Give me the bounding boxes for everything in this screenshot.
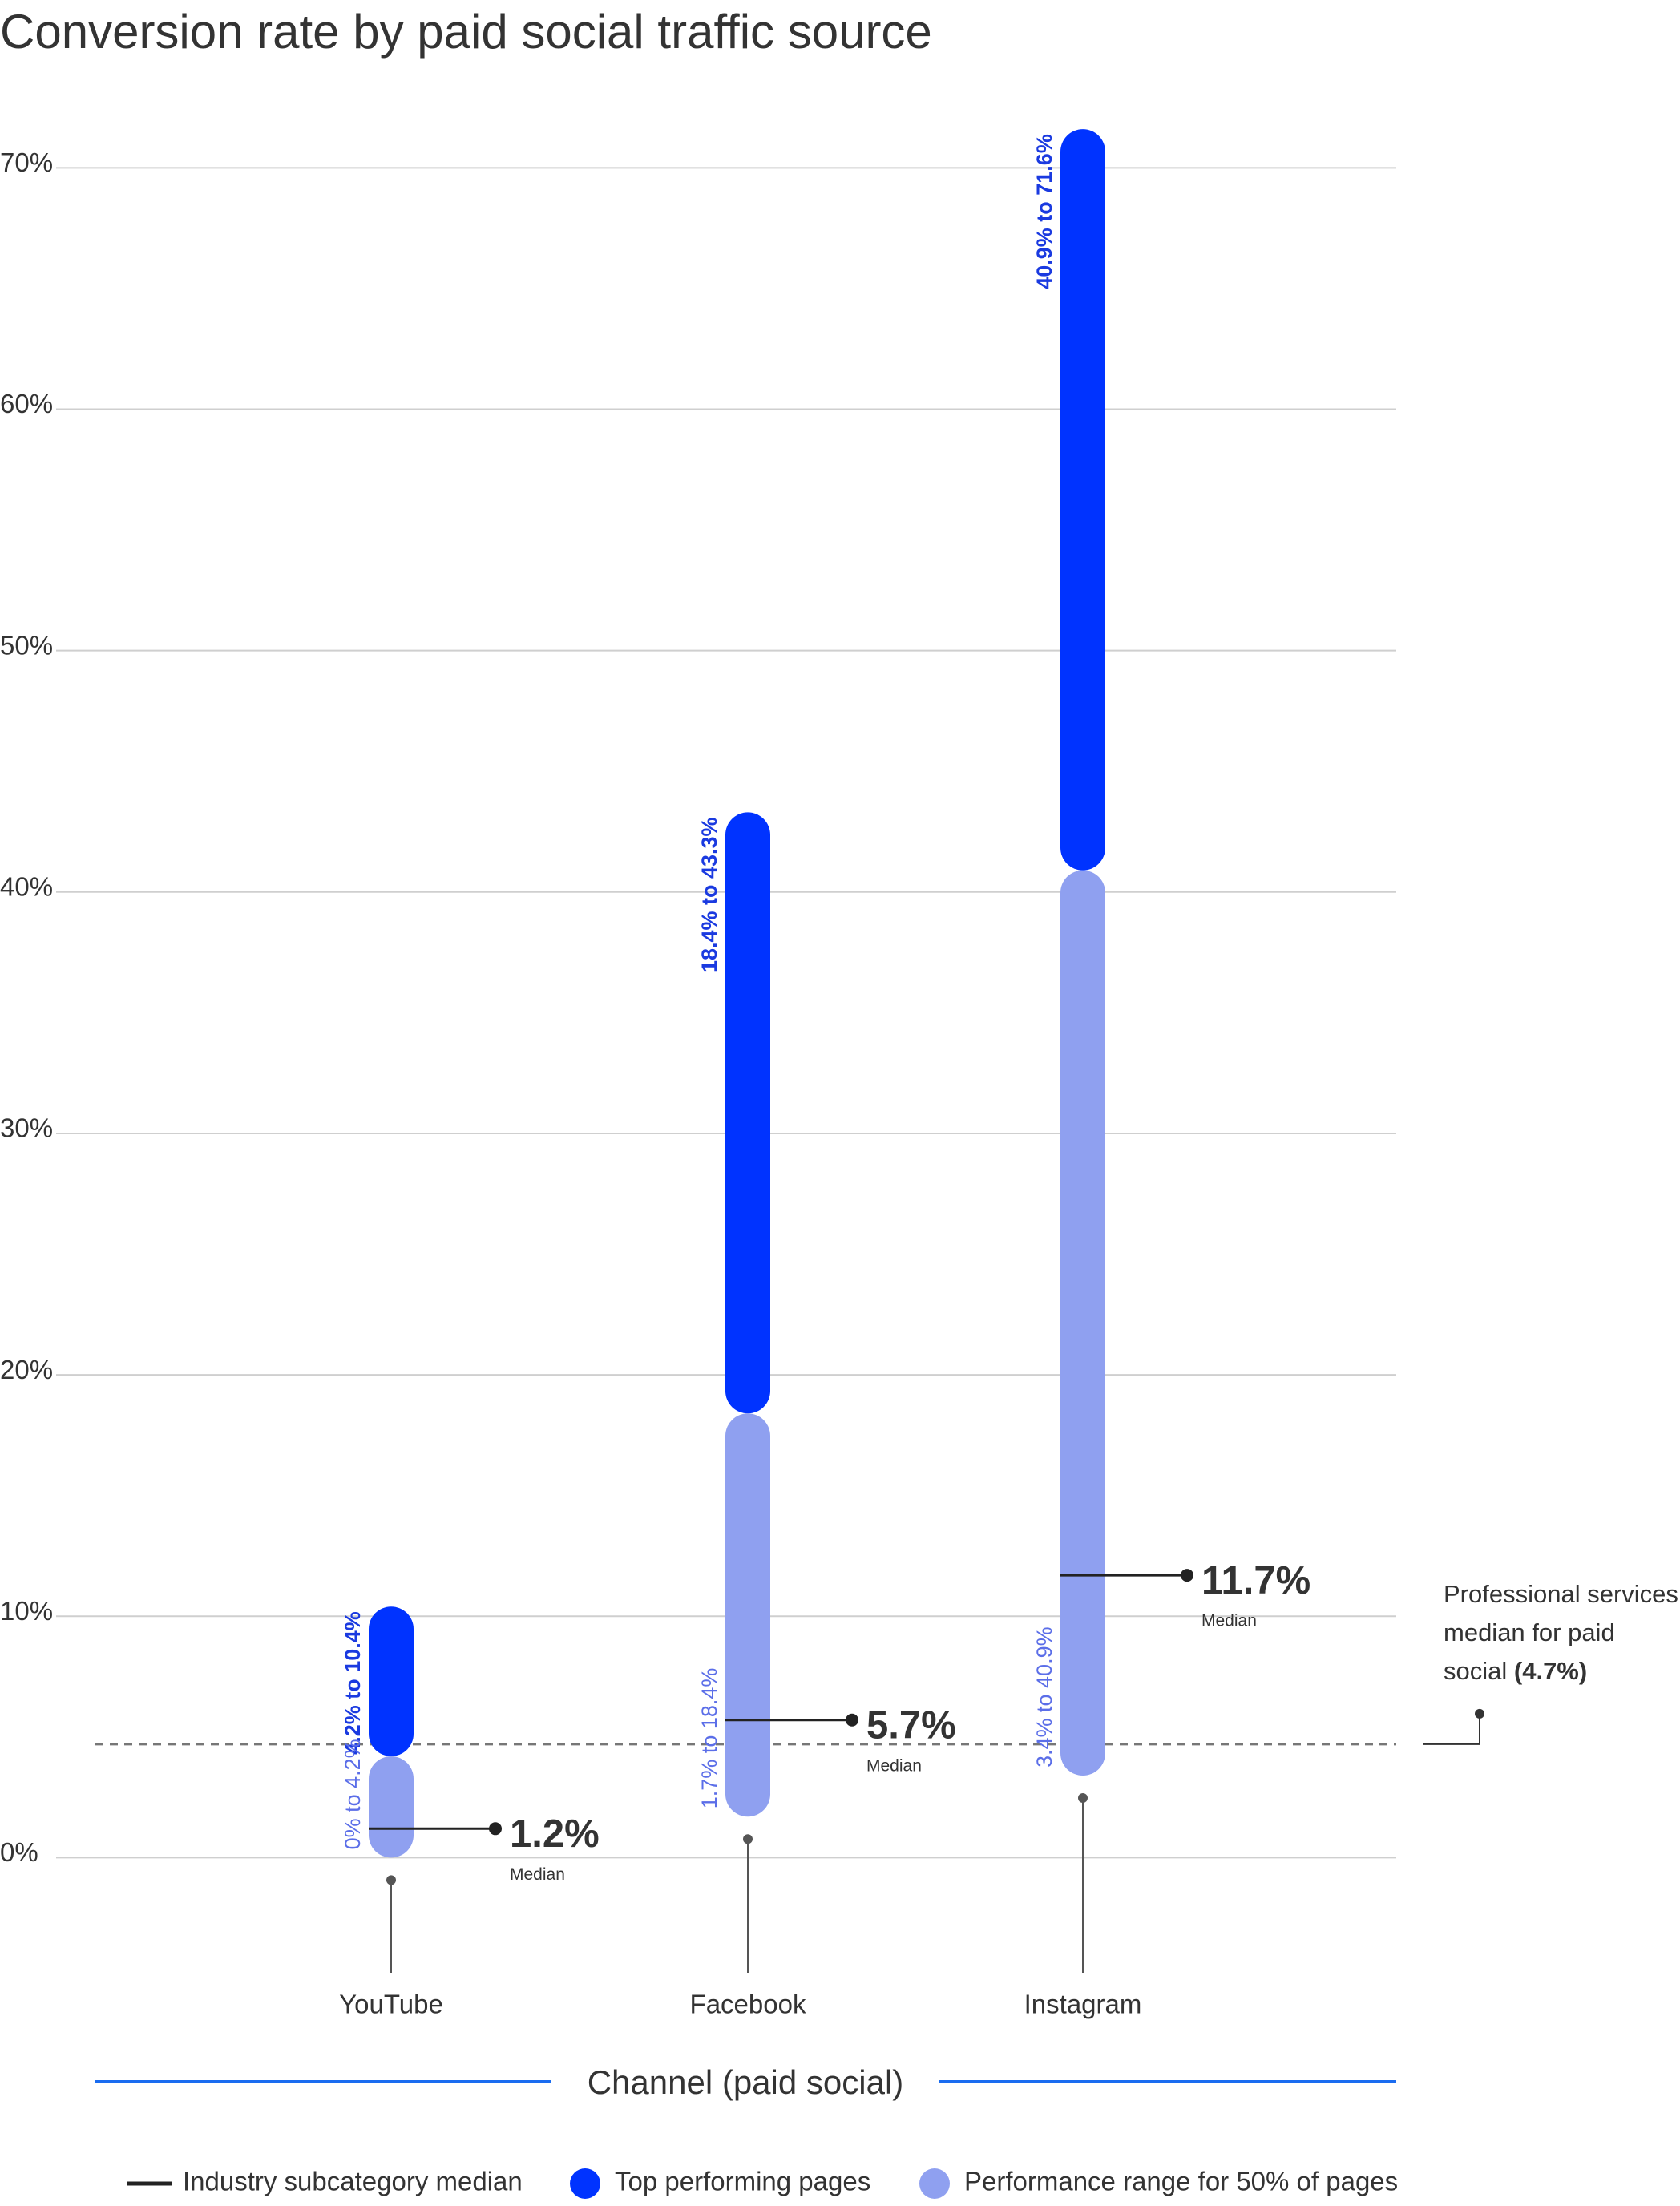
y-tick-label: 10% (0, 1596, 53, 1626)
x-tick-label: Facebook (690, 1990, 806, 2019)
stem-dot (386, 1875, 396, 1885)
chart-title: Conversion rate by paid social traffic s… (0, 5, 932, 59)
y-tick-label: 40% (0, 872, 53, 902)
value-label: 40.9% to 71.6% (1032, 134, 1056, 289)
value-label: 3.4% to 40.9% (1032, 1626, 1056, 1768)
legend-label: Industry subcategory median (183, 2167, 523, 2196)
median-label: Median (866, 1756, 922, 1775)
reference-dot (1475, 1708, 1484, 1719)
x-axis-title: Channel (paid social) (588, 2063, 904, 2101)
y-tick-label: 50% (0, 630, 53, 660)
y-tick-label: 70% (0, 147, 53, 177)
y-tick-label: 60% (0, 389, 53, 418)
legend-swatch (919, 2168, 950, 2199)
legend-swatch (570, 2168, 600, 2199)
y-tick-label: 0% (0, 1837, 38, 1867)
range-bar (369, 1606, 414, 1756)
median-label: Median (510, 1865, 565, 1884)
stem-dot (1078, 1793, 1088, 1804)
legend-label: Performance range for 50% of pages (964, 2167, 1398, 2196)
x-tick-label: YouTube (339, 1990, 443, 2019)
reference-text: Professional services median for paid so… (1444, 1580, 1678, 1685)
median-dot (489, 1822, 502, 1836)
reference-connector (1423, 1713, 1480, 1745)
value-label: 18.4% to 43.3% (697, 817, 721, 972)
x-tick-label: Instagram (1024, 1990, 1142, 2019)
value-label: 4.2% to 10.4% (341, 1611, 365, 1755)
median-value-label: 5.7% (866, 1704, 956, 1747)
median-value-label: 1.2% (510, 1812, 600, 1856)
value-label: 1.7% to 18.4% (697, 1668, 721, 1809)
range-bar (1060, 870, 1105, 1776)
median-dot (846, 1713, 858, 1727)
reference-note: Professional services median for paid so… (1444, 1575, 1680, 1691)
median-value-label: 11.7% (1201, 1559, 1310, 1602)
range-bar (1060, 129, 1105, 871)
stem-dot (743, 1834, 753, 1844)
range-bar (725, 1413, 770, 1817)
legend-label: Top performing pages (615, 2167, 870, 2196)
range-bar (369, 1756, 414, 1858)
median-label: Median (1201, 1612, 1257, 1630)
median-dot (1181, 1569, 1193, 1582)
range-bar (725, 812, 770, 1414)
reference-value-label: (4.7%) (1513, 1657, 1588, 1685)
y-tick-label: 20% (0, 1355, 53, 1384)
value-label: 0% to 4.2% (341, 1739, 365, 1849)
y-tick-label: 30% (0, 1113, 53, 1143)
